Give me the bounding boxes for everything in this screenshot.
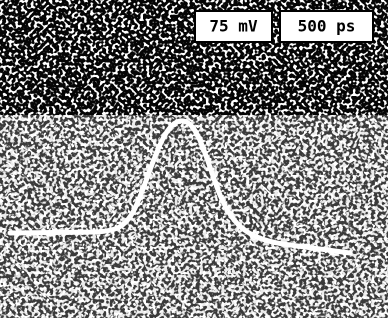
- scope-screen: 75 mV 500 ps: [0, 0, 388, 318]
- voltage-scale: 75 mV: [209, 17, 258, 36]
- noise-bottom: [0, 115, 388, 318]
- time-scale: 500 ps: [298, 17, 356, 36]
